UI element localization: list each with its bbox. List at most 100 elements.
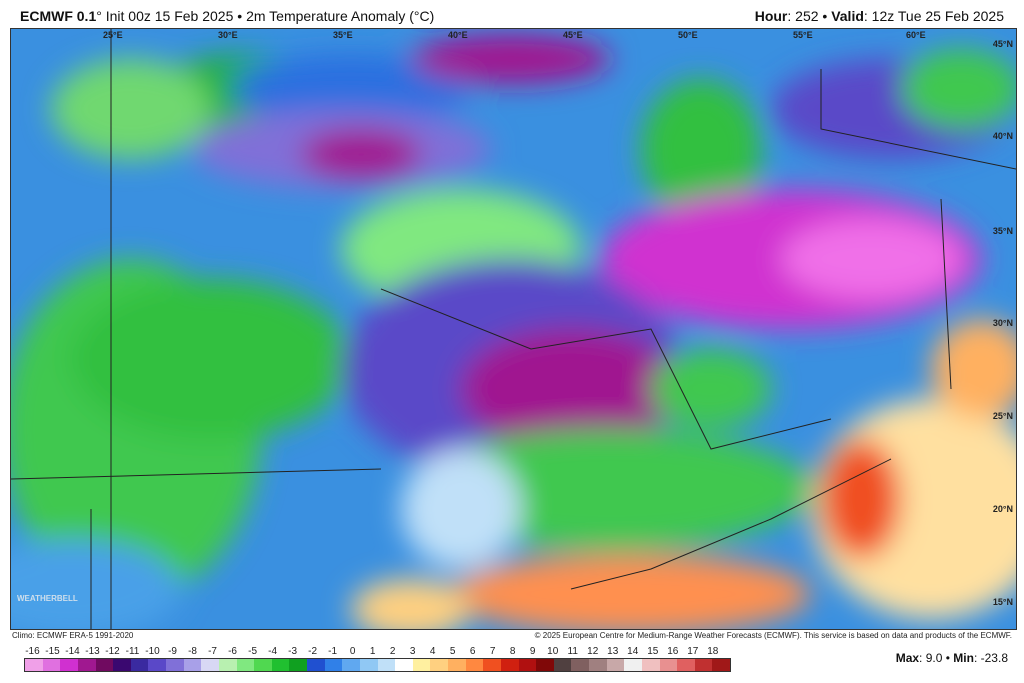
colorbar-ticks: -16 -15 -14 -13 -12 -11 -10 -9 -8 -7 -6 -5 -4 -3 -2 -1 0…	[24, 646, 729, 658]
colorbar-tick: -10	[145, 646, 160, 657]
colorbar-tick: 4	[429, 646, 436, 657]
colorbar-swatch	[624, 659, 642, 671]
colorbar-swatch	[95, 659, 114, 671]
colorbar-tick: 7	[489, 646, 496, 657]
separator: •	[237, 8, 243, 24]
min-value: -23.8	[980, 651, 1008, 665]
colorbar	[24, 658, 731, 672]
colorbar-tick: -14	[65, 646, 80, 657]
colorbar-swatch	[307, 659, 325, 671]
lat-label: 35°N	[992, 226, 1013, 236]
colorbar-swatch	[500, 659, 519, 671]
colorbar-swatch	[77, 659, 96, 671]
colorbar-tick: 5	[449, 646, 456, 657]
colorbar-swatch	[448, 659, 466, 671]
colorbar-swatch	[395, 659, 413, 671]
separator: •	[945, 651, 950, 665]
climo-note: Climo: ECMWF ERA-5 1991-2020	[12, 631, 134, 640]
colorbar-tick: 16	[667, 646, 679, 657]
colorbar-tick: 11	[567, 646, 578, 657]
colorbar-swatch	[694, 659, 713, 671]
lat-label: 45°N	[992, 39, 1013, 49]
model-name: ECMWF 0.1	[20, 8, 97, 24]
colorbar-tick: -12	[105, 646, 120, 657]
colorbar-tick: -16	[25, 646, 40, 657]
product-name: 2m Temperature Anomaly (°C)	[246, 8, 435, 24]
colorbar-tick: -4	[268, 646, 278, 657]
lat-label: 25°N	[992, 411, 1013, 421]
colorbar-swatch	[183, 659, 202, 671]
lon-label: 40°E	[448, 30, 468, 40]
colorbar-swatch	[254, 659, 272, 671]
colorbar-swatch	[571, 659, 589, 671]
colorbar-tick: -13	[85, 646, 100, 657]
valid-time: Hour: 252 • Valid: 12z Tue 25 Feb 2025	[754, 8, 1004, 24]
colorbar-swatch	[465, 659, 484, 671]
colorbar-swatch	[518, 659, 537, 671]
colorbar-tick: -9	[168, 646, 177, 657]
lon-label: 45°E	[563, 30, 583, 40]
colorbar-swatch	[42, 659, 61, 671]
colorbar-swatch	[553, 659, 572, 671]
copyright-note: © 2025 European Centre for Medium-Range …	[534, 631, 1012, 640]
colorbar-tick: 13	[607, 646, 619, 657]
colorbar-tick: 14	[627, 646, 639, 657]
colorbar-swatch	[712, 659, 730, 671]
colorbar-swatch	[641, 659, 660, 671]
colorbar-tick: -7	[208, 646, 217, 657]
lat-label: 40°N	[992, 131, 1013, 141]
colorbar-tick: -2	[308, 646, 318, 657]
colorbar-tick: 9	[529, 646, 536, 657]
lat-label: 15°N	[992, 597, 1013, 607]
colorbar-tick: 18	[707, 646, 719, 657]
colorbar-tick: 0	[349, 646, 356, 657]
valid-value: 12z Tue 25 Feb 2025	[871, 8, 1004, 24]
colorbar-tick: 3	[409, 646, 416, 657]
lon-label: 55°E	[793, 30, 813, 40]
colorbar-swatch	[113, 659, 131, 671]
colorbar-tick: -1	[328, 646, 338, 657]
colorbar-swatch	[130, 659, 149, 671]
colorbar-tick: -8	[188, 646, 197, 657]
max-min-stats: Max: 9.0 • Min: -23.8	[895, 651, 1008, 665]
colorbar-tick: -5	[248, 646, 258, 657]
colorbar-swatch	[60, 659, 78, 671]
colorbar-swatch	[218, 659, 237, 671]
colorbar-swatch	[166, 659, 184, 671]
colorbar-swatch	[589, 659, 607, 671]
colorbar-tick: -3	[288, 646, 298, 657]
lon-label: 25°E	[103, 30, 123, 40]
colorbar-tick: 17	[687, 646, 699, 657]
lon-label: 50°E	[678, 30, 698, 40]
colorbar-swatch	[412, 659, 431, 671]
hour-label: Hour	[754, 8, 788, 24]
colorbar-swatch	[677, 659, 695, 671]
temperature-anomaly-map: 25°E 30°E 35°E 40°E 45°E 50°E 55°E 60°E …	[10, 28, 1017, 630]
colorbar-tick: -15	[45, 646, 60, 657]
colorbar-swatch	[536, 659, 554, 671]
colorbar-tick: -11	[125, 646, 140, 657]
map-field	[11, 29, 1016, 629]
lon-label: 35°E	[333, 30, 353, 40]
map-title: ECMWF 0.1° Init 00z 15 Feb 2025 • 2m Tem…	[20, 8, 434, 24]
colorbar-tick: 1	[369, 646, 376, 657]
separator: •	[822, 8, 828, 24]
model-unit: °	[96, 8, 102, 24]
min-label: Min	[953, 651, 974, 665]
colorbar-swatch	[359, 659, 378, 671]
colorbar-swatch	[271, 659, 290, 671]
colorbar-swatch	[659, 659, 678, 671]
colorbar-swatch	[201, 659, 219, 671]
colorbar-tick: 15	[647, 646, 659, 657]
hour-value: 252	[795, 8, 819, 24]
colorbar-tick: 8	[509, 646, 516, 657]
valid-label: Valid	[831, 8, 864, 24]
colorbar-swatch	[483, 659, 501, 671]
lon-label: 30°E	[218, 30, 238, 40]
colorbar-swatch	[430, 659, 448, 671]
colorbar-tick: 12	[587, 646, 599, 657]
init-time: Init 00z 15 Feb 2025	[105, 8, 234, 24]
lon-label: 60°E	[906, 30, 926, 40]
colorbar-swatch	[236, 659, 255, 671]
lat-label: 30°N	[992, 318, 1013, 328]
